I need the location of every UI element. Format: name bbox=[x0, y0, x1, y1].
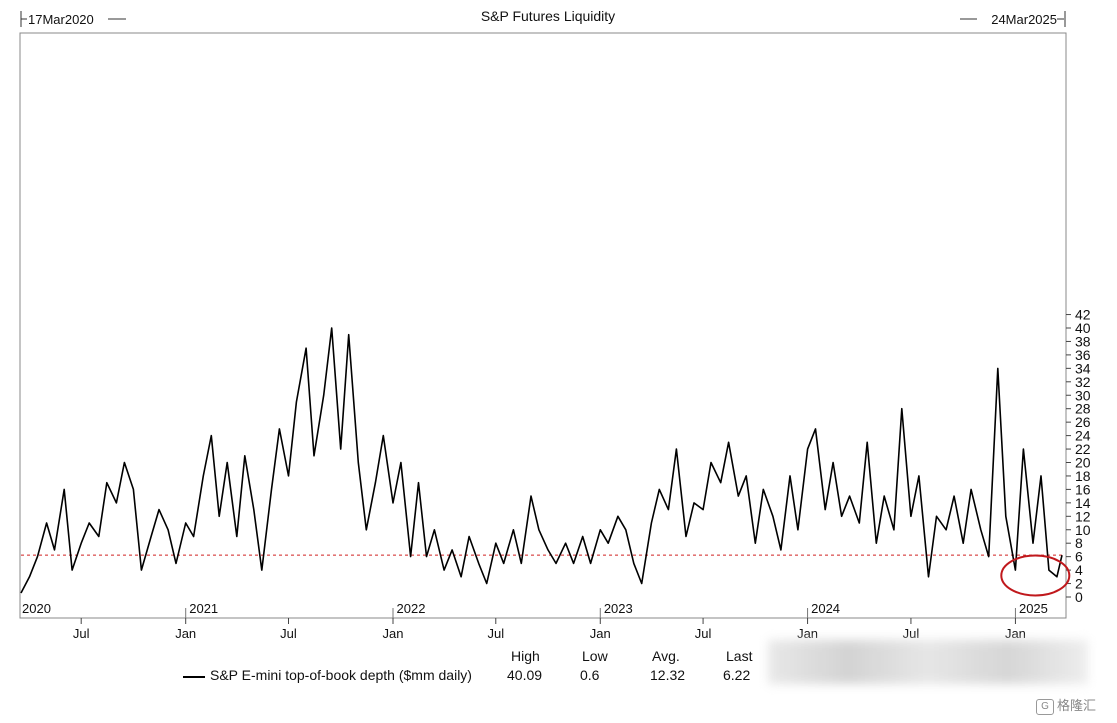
y-tick-label: 36 bbox=[1075, 347, 1091, 363]
series-line bbox=[20, 327, 1063, 594]
x-month-label: Jul bbox=[903, 626, 920, 641]
y-tick-label: 22 bbox=[1075, 441, 1091, 457]
y-tick-label: 38 bbox=[1075, 333, 1091, 349]
y-tick-label: 42 bbox=[1075, 307, 1091, 323]
stat-header-avg: Avg. bbox=[652, 648, 680, 664]
y-tick-label: 0 bbox=[1075, 589, 1083, 605]
x-axis: Jul Jan Jul Jan Jul Jan Jul Jan Jul Jan 2020 2021 20… bbox=[22, 601, 1048, 641]
y-tick-label: 26 bbox=[1075, 414, 1091, 430]
stat-header-last: Last bbox=[726, 648, 753, 664]
x-month-label: Jan bbox=[797, 626, 818, 641]
y-tick-label: 16 bbox=[1075, 481, 1091, 497]
x-month-label: Jul bbox=[280, 626, 297, 641]
stat-value-high: 40.09 bbox=[507, 667, 543, 683]
stat-header-high: High bbox=[511, 648, 540, 664]
y-tick-label: 28 bbox=[1075, 401, 1091, 417]
x-month-label: Jul bbox=[695, 626, 712, 641]
stat-value-avg: 12.32 bbox=[650, 667, 686, 683]
y-tick-label: 10 bbox=[1075, 522, 1091, 538]
plot-frame bbox=[19, 32, 1067, 619]
start-date-label: 17Mar2020 bbox=[28, 12, 94, 27]
legend-line-icon bbox=[183, 676, 205, 678]
y-tick-label: 2 bbox=[1075, 576, 1083, 592]
y-tick-label: 20 bbox=[1075, 455, 1091, 471]
y-tick-label: 12 bbox=[1075, 508, 1091, 524]
highlight-circle bbox=[1000, 554, 1071, 597]
x-month-label: Jan bbox=[1005, 626, 1026, 641]
end-date-label: 24Mar2025 bbox=[991, 12, 1057, 27]
x-month-label: Jul bbox=[73, 626, 90, 641]
x-month-label: Jan bbox=[175, 626, 196, 641]
x-year-label: 2021 bbox=[189, 601, 218, 616]
y-tick-label: 6 bbox=[1075, 549, 1083, 565]
y-tick-label: 14 bbox=[1075, 495, 1091, 511]
y-tick-label: 32 bbox=[1075, 374, 1091, 390]
legend-label: S&P E-mini top-of-book depth ($mm daily) bbox=[210, 667, 472, 683]
x-year-label: 2024 bbox=[811, 601, 840, 616]
y-tick-label: 8 bbox=[1075, 535, 1083, 551]
x-year-label: 2022 bbox=[397, 601, 426, 616]
x-month-label: Jan bbox=[383, 626, 404, 641]
watermark: G 格隆汇 bbox=[1036, 695, 1096, 715]
stats-panel: S&P E-mini top-of-book depth ($mm daily)… bbox=[180, 648, 760, 688]
y-tick-label: 34 bbox=[1075, 360, 1091, 376]
watermark-text: 格隆汇 bbox=[1057, 698, 1097, 713]
y-tick-label: 24 bbox=[1075, 428, 1091, 444]
stat-value-last: 6.22 bbox=[723, 667, 751, 683]
stat-header-low: Low bbox=[582, 648, 608, 664]
x-year-label: 2023 bbox=[604, 601, 633, 616]
x-month-label: Jan bbox=[590, 626, 611, 641]
x-month-label: Jul bbox=[487, 626, 504, 641]
y-tick-label: 30 bbox=[1075, 387, 1091, 403]
y-tick-label: 4 bbox=[1075, 562, 1083, 578]
y-tick-label: 40 bbox=[1075, 320, 1091, 336]
x-year-label: 2020 bbox=[22, 601, 51, 616]
chart-title: S&P Futures Liquidity bbox=[481, 8, 615, 24]
stat-value-low: 0.6 bbox=[580, 667, 600, 683]
y-tick-label: 18 bbox=[1075, 468, 1091, 484]
x-year-label: 2025 bbox=[1019, 601, 1048, 616]
watermark-logo-icon: G bbox=[1036, 698, 1054, 715]
blurred-region bbox=[768, 640, 1088, 684]
